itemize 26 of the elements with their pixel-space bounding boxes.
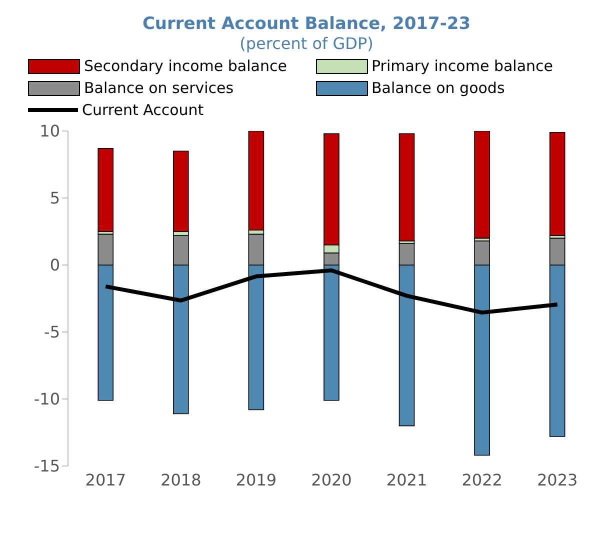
y-tick-label: -15 bbox=[34, 456, 60, 476]
y-tick-label: 5 bbox=[50, 188, 60, 208]
legend-label: Secondary income balance bbox=[84, 57, 287, 75]
bar bbox=[98, 148, 114, 232]
legend-label: Primary income balance bbox=[372, 57, 553, 75]
chart-title: Current Account Balance, 2017-23 bbox=[141, 13, 472, 34]
y-tick-label: 0 bbox=[50, 256, 60, 275]
x-tick-label: 2017 bbox=[85, 470, 126, 490]
y-tick-label: 10 bbox=[40, 122, 60, 141]
x-tick-label: 2023 bbox=[537, 470, 578, 490]
bar bbox=[173, 150, 189, 232]
legend-label: Balance on services bbox=[84, 79, 234, 97]
x-tick-label: 2022 bbox=[462, 470, 502, 490]
legend-label: Balance on goods bbox=[372, 79, 505, 97]
y-tick-label: -5 bbox=[44, 322, 60, 342]
chart-subtitle: (percent of GDP) bbox=[238, 34, 374, 53]
y-tick-label: -10 bbox=[34, 390, 60, 409]
bar bbox=[474, 131, 490, 239]
bar bbox=[248, 131, 264, 231]
x-tick-label: 2019 bbox=[236, 470, 277, 490]
x-tick-label: 2018 bbox=[160, 470, 202, 490]
legend-label: Current Account bbox=[82, 101, 204, 119]
x-tick-label: 2021 bbox=[386, 470, 428, 490]
bar bbox=[398, 133, 415, 242]
bar bbox=[549, 132, 566, 236]
x-tick-label: 2020 bbox=[311, 470, 352, 490]
